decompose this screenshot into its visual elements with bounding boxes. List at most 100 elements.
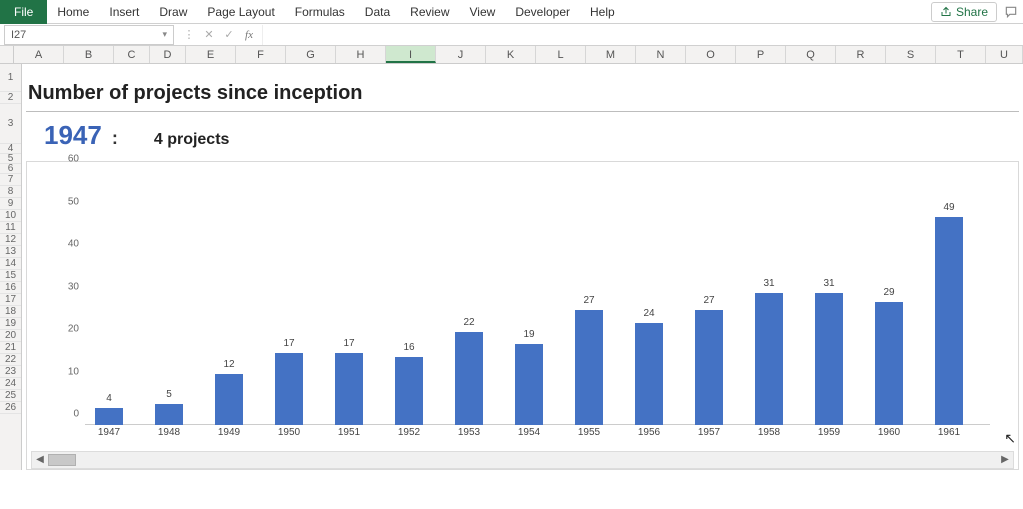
scroll-right-icon[interactable]: ▶	[997, 452, 1013, 468]
col-header-A[interactable]: A	[14, 46, 64, 63]
ribbon-tab-help[interactable]: Help	[580, 0, 625, 24]
share-button[interactable]: Share	[931, 2, 997, 22]
bar-1956	[635, 323, 663, 425]
ribbon-tab-formulas[interactable]: Formulas	[285, 0, 355, 24]
bar-value-label: 24	[643, 308, 654, 319]
ribbon-tab-review[interactable]: Review	[400, 0, 459, 24]
bar-1951	[335, 353, 363, 425]
col-header-G[interactable]: G	[286, 46, 336, 63]
bar-1959	[815, 293, 843, 425]
row-header-24[interactable]: 24	[0, 378, 21, 390]
ribbon-tab-page-layout[interactable]: Page Layout	[197, 0, 284, 24]
column-headers: ABCDEFGHIJKLMNOPQRSTU	[0, 46, 1023, 64]
summary-colon: :	[112, 128, 118, 149]
col-header-D[interactable]: D	[150, 46, 186, 63]
row-header-18[interactable]: 18	[0, 306, 21, 318]
row-header-9[interactable]: 9	[0, 198, 21, 210]
col-header-M[interactable]: M	[586, 46, 636, 63]
col-header-T[interactable]: T	[936, 46, 986, 63]
row-header-25[interactable]: 25	[0, 390, 21, 402]
row-header-26[interactable]: 26	[0, 402, 21, 414]
name-box-value: I27	[11, 29, 26, 41]
col-header-K[interactable]: K	[486, 46, 536, 63]
select-all-cell[interactable]	[0, 46, 14, 63]
x-tick-label: 1961	[938, 427, 960, 438]
row-header-10[interactable]: 10	[0, 210, 21, 222]
row-header-8[interactable]: 8	[0, 186, 21, 198]
cells-area[interactable]: Number of projects since inception 1947 …	[22, 64, 1023, 470]
col-header-E[interactable]: E	[186, 46, 236, 63]
col-header-F[interactable]: F	[236, 46, 286, 63]
col-header-Q[interactable]: Q	[786, 46, 836, 63]
row-header-6[interactable]: 6	[0, 164, 21, 174]
row-header-16[interactable]: 16	[0, 282, 21, 294]
cancel-icon[interactable]: ✕	[202, 28, 216, 41]
row-header-15[interactable]: 15	[0, 270, 21, 282]
row-header-1[interactable]: 1	[0, 64, 21, 92]
col-header-H[interactable]: H	[336, 46, 386, 63]
row-header-20[interactable]: 20	[0, 330, 21, 342]
grid: ABCDEFGHIJKLMNOPQRSTU 123456789101112131…	[0, 46, 1023, 470]
row-header-21[interactable]: 21	[0, 342, 21, 354]
x-tick-label: 1957	[698, 427, 720, 438]
bar-1947	[95, 408, 123, 425]
scroll-left-icon[interactable]: ◀	[32, 452, 48, 468]
col-header-B[interactable]: B	[64, 46, 114, 63]
bar-value-label: 4	[106, 393, 112, 404]
chart-container: 0102030405060451217171622192724273131294…	[26, 161, 1019, 470]
col-header-L[interactable]: L	[536, 46, 586, 63]
bar-1958	[755, 293, 783, 425]
ribbon-tab-draw[interactable]: Draw	[149, 0, 197, 24]
y-tick-label: 0	[49, 409, 79, 420]
ribbon-tab-insert[interactable]: Insert	[99, 0, 149, 24]
fx-icon[interactable]: fx	[242, 29, 256, 41]
row-header-17[interactable]: 17	[0, 294, 21, 306]
bar-1949	[215, 374, 243, 425]
y-tick-label: 10	[49, 366, 79, 377]
col-header-P[interactable]: P	[736, 46, 786, 63]
x-tick-label: 1953	[458, 427, 480, 438]
chevron-down-icon[interactable]: ▾	[162, 29, 167, 40]
col-header-I[interactable]: I	[386, 46, 436, 63]
bar-value-label: 31	[763, 278, 774, 289]
chart-scrollbar[interactable]: ◀ ▶	[31, 451, 1014, 469]
bar-value-label: 27	[583, 295, 594, 306]
comments-icon[interactable]	[1003, 4, 1019, 20]
bar-value-label: 16	[403, 342, 414, 353]
x-tick-label: 1951	[338, 427, 360, 438]
row-header-19[interactable]: 19	[0, 318, 21, 330]
x-tick-label: 1958	[758, 427, 780, 438]
ribbon-tab-data[interactable]: Data	[355, 0, 400, 24]
col-header-O[interactable]: O	[686, 46, 736, 63]
row-header-7[interactable]: 7	[0, 174, 21, 186]
row-header-13[interactable]: 13	[0, 246, 21, 258]
col-header-R[interactable]: R	[836, 46, 886, 63]
bar-1950	[275, 353, 303, 425]
x-tick-label: 1960	[878, 427, 900, 438]
ribbon-tab-developer[interactable]: Developer	[505, 0, 580, 24]
row-header-14[interactable]: 14	[0, 258, 21, 270]
col-header-C[interactable]: C	[114, 46, 150, 63]
dropdown-icon[interactable]: ⋮	[182, 28, 196, 41]
scroll-track[interactable]	[48, 454, 997, 466]
ribbon-tab-view[interactable]: View	[460, 0, 506, 24]
row-header-11[interactable]: 11	[0, 222, 21, 234]
formula-bar[interactable]	[262, 25, 1023, 45]
row-header-12[interactable]: 12	[0, 234, 21, 246]
col-header-N[interactable]: N	[636, 46, 686, 63]
bar-1948	[155, 404, 183, 425]
scroll-thumb[interactable]	[48, 454, 76, 466]
share-icon	[940, 6, 952, 18]
row-header-2[interactable]: 2	[0, 92, 21, 104]
ribbon-tab-home[interactable]: Home	[47, 0, 99, 24]
name-box[interactable]: I27 ▾	[4, 25, 174, 45]
row-header-23[interactable]: 23	[0, 366, 21, 378]
bar-value-label: 49	[943, 202, 954, 213]
check-icon[interactable]: ✓	[222, 28, 236, 41]
row-header-22[interactable]: 22	[0, 354, 21, 366]
col-header-U[interactable]: U	[986, 46, 1023, 63]
row-header-3[interactable]: 3	[0, 104, 21, 144]
col-header-J[interactable]: J	[436, 46, 486, 63]
file-tab[interactable]: File	[0, 0, 47, 24]
col-header-S[interactable]: S	[886, 46, 936, 63]
